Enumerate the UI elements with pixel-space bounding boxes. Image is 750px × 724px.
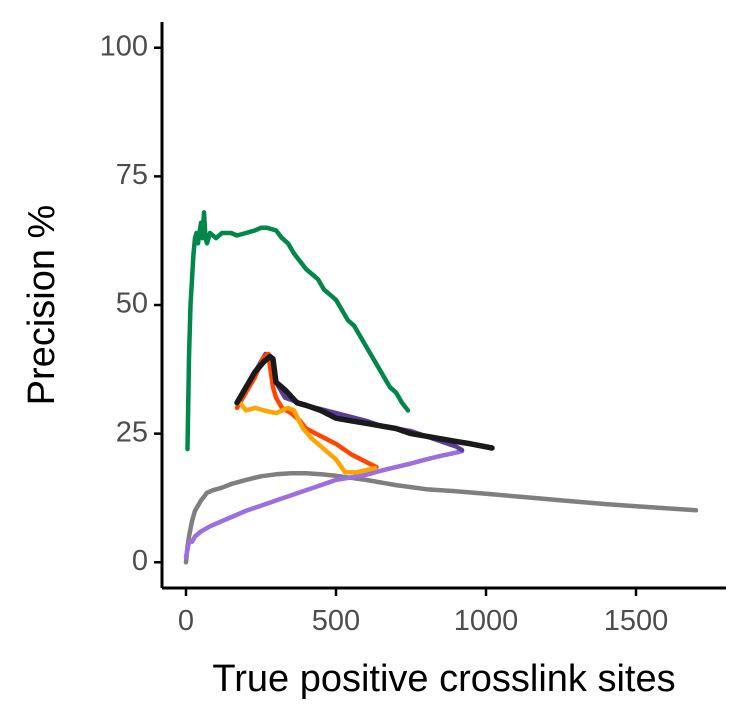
y-axis-title: Precision % bbox=[21, 205, 63, 406]
x-tick-label: 1000 bbox=[454, 605, 519, 637]
x-tick-label: 1500 bbox=[604, 605, 669, 637]
series-layer bbox=[183, 210, 699, 565]
x-axis-title: True positive crosslink sites bbox=[212, 658, 675, 700]
y-tick-label: 25 bbox=[116, 416, 148, 448]
series-line bbox=[183, 471, 699, 565]
y-ticks: 0 25 50 75 100 bbox=[100, 30, 162, 577]
series-line bbox=[185, 210, 411, 452]
x-tick-label: 0 bbox=[178, 605, 194, 637]
x-tick-label: 500 bbox=[312, 605, 360, 637]
series-line bbox=[237, 400, 378, 475]
x-ticks: 0 500 1000 1500 bbox=[178, 588, 668, 637]
y-tick-label: 0 bbox=[132, 545, 148, 577]
series-line bbox=[234, 353, 495, 451]
series-line bbox=[183, 448, 465, 560]
y-tick-label: 50 bbox=[116, 288, 148, 320]
y-tick-label: 100 bbox=[100, 30, 148, 62]
y-tick-label: 75 bbox=[116, 159, 148, 191]
